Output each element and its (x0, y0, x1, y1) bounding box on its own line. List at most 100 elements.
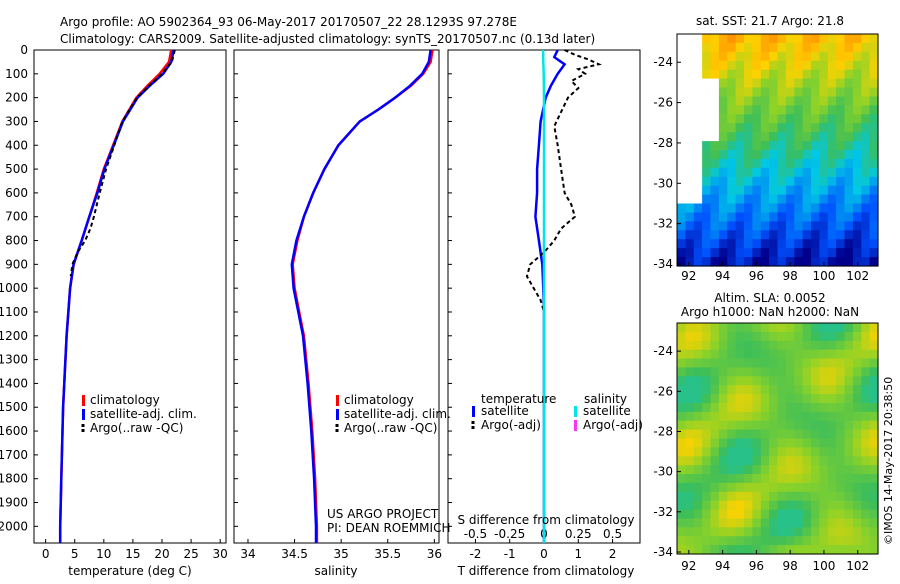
sst-cell (844, 230, 854, 240)
legend-header-salinity: salinity (584, 392, 627, 406)
sst-cell (852, 42, 862, 53)
sst-cell (794, 34, 804, 44)
sla-cell (769, 349, 779, 360)
lon-tick-label: 100 (812, 559, 835, 573)
sst-cell (760, 176, 770, 187)
sst-cell (861, 230, 871, 240)
sla-cell (752, 465, 762, 475)
sla-cell (735, 323, 745, 333)
sla-cell (777, 438, 787, 448)
sst-cell (718, 194, 728, 205)
sst-cell (802, 60, 812, 71)
sst-cell (685, 185, 695, 196)
sst-cell (802, 114, 812, 124)
sla-cell (794, 429, 804, 440)
sst-cell (744, 239, 753, 249)
sla-cell (802, 358, 812, 368)
sst-cell (852, 167, 862, 178)
sla-cell (785, 491, 795, 502)
sst-cell (827, 69, 837, 80)
sla-cell (802, 456, 812, 466)
sst-cell (811, 69, 820, 80)
sla-cell (760, 323, 770, 333)
sst-cell (760, 221, 770, 231)
sla-cell (685, 358, 695, 368)
sst-cell (710, 257, 720, 267)
sst-cell (861, 105, 871, 115)
sst-cell (836, 60, 846, 71)
sst-cell (744, 105, 753, 115)
sst-cell (836, 158, 846, 169)
sst-cell (677, 42, 686, 53)
sst-cell (760, 257, 770, 267)
sla-cell (769, 429, 779, 440)
sst-cell (677, 123, 686, 133)
sla-cell (869, 438, 879, 448)
sst-cell (802, 78, 812, 89)
sst-cell (836, 132, 846, 142)
sst-cell (685, 69, 695, 80)
sla-cell (744, 403, 753, 413)
sst-cell (718, 239, 728, 249)
sla-cell (811, 447, 820, 457)
lon-tick-label: 102 (846, 269, 869, 283)
sla-cell (744, 491, 753, 502)
chart-layer: 0100200300400500600700800900100011001200… (0, 43, 622, 561)
x-tick-label: 1 (574, 547, 582, 561)
sla-cell (744, 429, 753, 440)
sst-cell (752, 87, 762, 97)
sst-cell (735, 194, 745, 205)
sla-cell (760, 518, 770, 528)
sla-cell (827, 323, 837, 333)
sst-cell (677, 105, 686, 115)
sla-cell (794, 474, 804, 484)
sst-cell (702, 60, 712, 71)
sla-cell (760, 349, 770, 360)
sst-cell (869, 69, 879, 80)
sst-cell (677, 51, 686, 62)
sla-cell (794, 500, 804, 511)
sst-cell (727, 114, 737, 124)
sla-cell (836, 474, 846, 484)
sst-cell (702, 248, 712, 258)
sst-cell (844, 150, 854, 160)
sst-cell (777, 132, 787, 142)
sla-cell (802, 527, 812, 537)
sla-cell (827, 518, 837, 528)
sst-cell (744, 51, 753, 62)
sla-cell (861, 482, 871, 493)
sla-cell (718, 349, 728, 360)
sst-cell (760, 194, 770, 205)
sst-cell (827, 150, 837, 160)
sst-cell (869, 105, 879, 115)
sla-cell (744, 500, 753, 511)
sla-cell (785, 394, 795, 404)
sst-cell (827, 114, 837, 124)
sla-cell (727, 456, 737, 466)
sla-cell (819, 465, 829, 475)
sla-cell (718, 358, 728, 368)
sst-cell (844, 176, 854, 187)
sst-cell (827, 248, 837, 258)
sst-cell (727, 87, 737, 97)
sst-cell (777, 105, 787, 115)
sla-cell (702, 456, 712, 466)
sst-cell (869, 87, 879, 97)
sla-cell (785, 323, 795, 333)
sst-cell (760, 248, 770, 258)
sla-cell (777, 482, 787, 493)
sst-cell (777, 239, 787, 249)
sst-cell (869, 114, 879, 124)
sst-cell (760, 42, 770, 53)
sla-cell (811, 456, 820, 466)
sst-cell (752, 248, 762, 258)
sla-cell (702, 491, 712, 502)
lon-tick-label: 96 (749, 559, 764, 573)
x-tick-label: 0 (540, 547, 548, 561)
sst-cell (869, 185, 879, 196)
sla-cell (760, 358, 770, 368)
sst-cell (811, 194, 820, 205)
sla-cell (685, 491, 695, 502)
sla-cell (685, 376, 695, 386)
sla-cell (718, 403, 728, 413)
